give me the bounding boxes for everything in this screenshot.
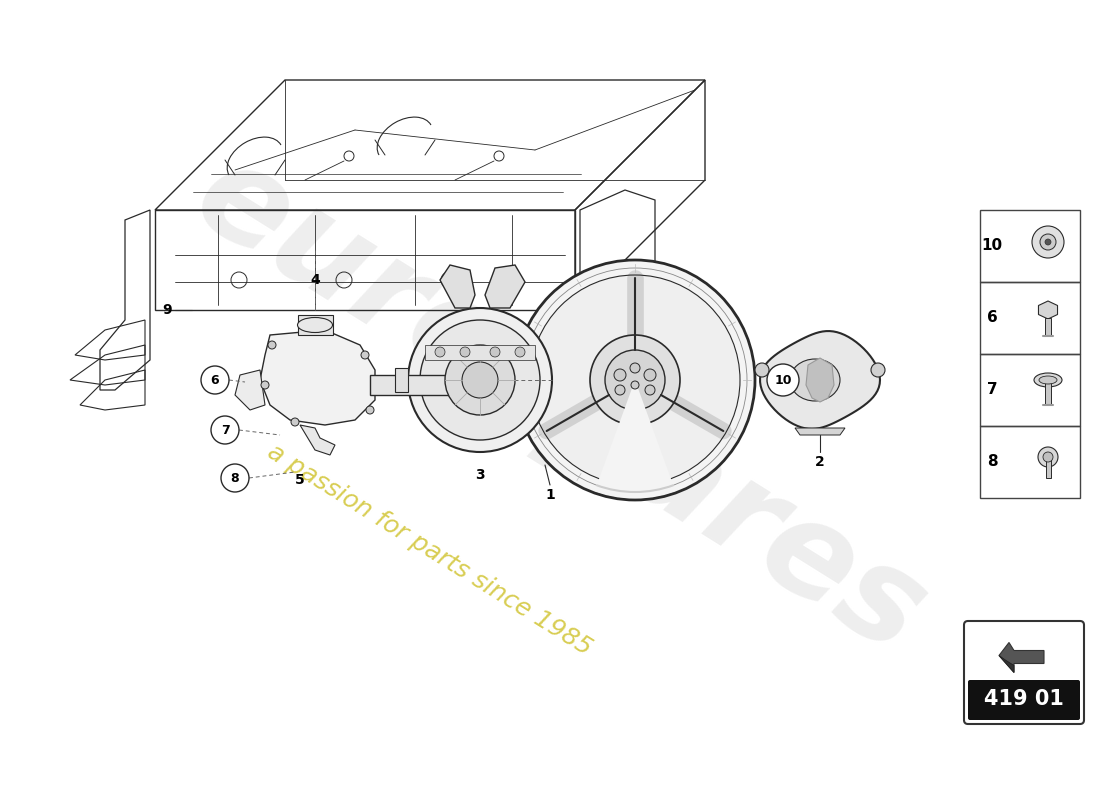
Circle shape [408, 308, 552, 452]
Ellipse shape [1034, 373, 1062, 387]
Circle shape [644, 369, 656, 381]
Bar [980, 282, 1080, 354]
Circle shape [630, 363, 640, 373]
Text: 6: 6 [987, 310, 998, 326]
Polygon shape [999, 655, 1014, 673]
Polygon shape [460, 375, 480, 395]
Bar [370, 375, 460, 395]
Polygon shape [795, 428, 845, 435]
Circle shape [460, 347, 470, 357]
Text: 10: 10 [774, 374, 792, 386]
Bar [972, 682, 1076, 716]
Polygon shape [1038, 301, 1057, 319]
Circle shape [268, 341, 276, 349]
Circle shape [515, 260, 755, 500]
Text: eurospares: eurospares [173, 130, 947, 680]
Text: 9: 9 [162, 303, 172, 317]
Text: 7: 7 [987, 382, 998, 398]
Text: 2: 2 [815, 455, 825, 469]
Circle shape [530, 275, 740, 485]
FancyBboxPatch shape [968, 680, 1080, 720]
Circle shape [615, 385, 625, 395]
Circle shape [631, 381, 639, 389]
Text: 8: 8 [231, 471, 240, 485]
Text: 3: 3 [475, 468, 485, 482]
Polygon shape [485, 265, 525, 308]
Bar [1045, 383, 1050, 405]
Wedge shape [595, 380, 675, 498]
Circle shape [420, 320, 540, 440]
Circle shape [1040, 234, 1056, 250]
Bar [980, 354, 1080, 426]
Text: 5: 5 [295, 473, 305, 487]
Circle shape [1045, 239, 1050, 245]
Circle shape [755, 363, 769, 377]
Ellipse shape [1040, 376, 1057, 384]
Circle shape [1038, 447, 1058, 467]
Ellipse shape [790, 359, 840, 401]
Circle shape [292, 418, 299, 426]
Ellipse shape [297, 318, 332, 333]
Polygon shape [395, 368, 408, 392]
Circle shape [221, 464, 249, 492]
Circle shape [590, 335, 680, 425]
FancyBboxPatch shape [964, 621, 1084, 724]
Bar [298, 315, 333, 335]
Text: 7: 7 [221, 423, 230, 437]
Polygon shape [235, 370, 265, 410]
Bar [980, 426, 1080, 498]
Circle shape [201, 366, 229, 394]
Circle shape [361, 351, 368, 359]
Text: 8: 8 [987, 454, 998, 470]
Circle shape [490, 347, 500, 357]
Circle shape [767, 364, 799, 396]
Circle shape [434, 347, 446, 357]
Circle shape [515, 347, 525, 357]
Text: 6: 6 [211, 374, 219, 386]
Polygon shape [440, 265, 475, 308]
Circle shape [1043, 452, 1053, 462]
Circle shape [1032, 226, 1064, 258]
Circle shape [462, 362, 498, 398]
Text: a passion for parts since 1985: a passion for parts since 1985 [264, 440, 596, 660]
Text: 4: 4 [310, 273, 320, 287]
Text: 10: 10 [981, 238, 1002, 254]
Text: 1: 1 [546, 488, 554, 502]
Polygon shape [300, 425, 336, 455]
Circle shape [261, 381, 270, 389]
Circle shape [366, 406, 374, 414]
Bar [1045, 318, 1050, 336]
Bar [980, 210, 1080, 282]
Polygon shape [806, 358, 834, 402]
Text: 419 01: 419 01 [984, 689, 1064, 709]
Polygon shape [260, 330, 375, 425]
Circle shape [522, 268, 747, 492]
Polygon shape [425, 345, 535, 360]
Circle shape [645, 385, 654, 395]
Circle shape [446, 345, 515, 415]
Circle shape [211, 416, 239, 444]
Circle shape [614, 369, 626, 381]
Circle shape [871, 363, 886, 377]
Circle shape [605, 350, 665, 410]
Polygon shape [760, 331, 880, 429]
Bar [1045, 460, 1050, 478]
Polygon shape [999, 642, 1044, 673]
